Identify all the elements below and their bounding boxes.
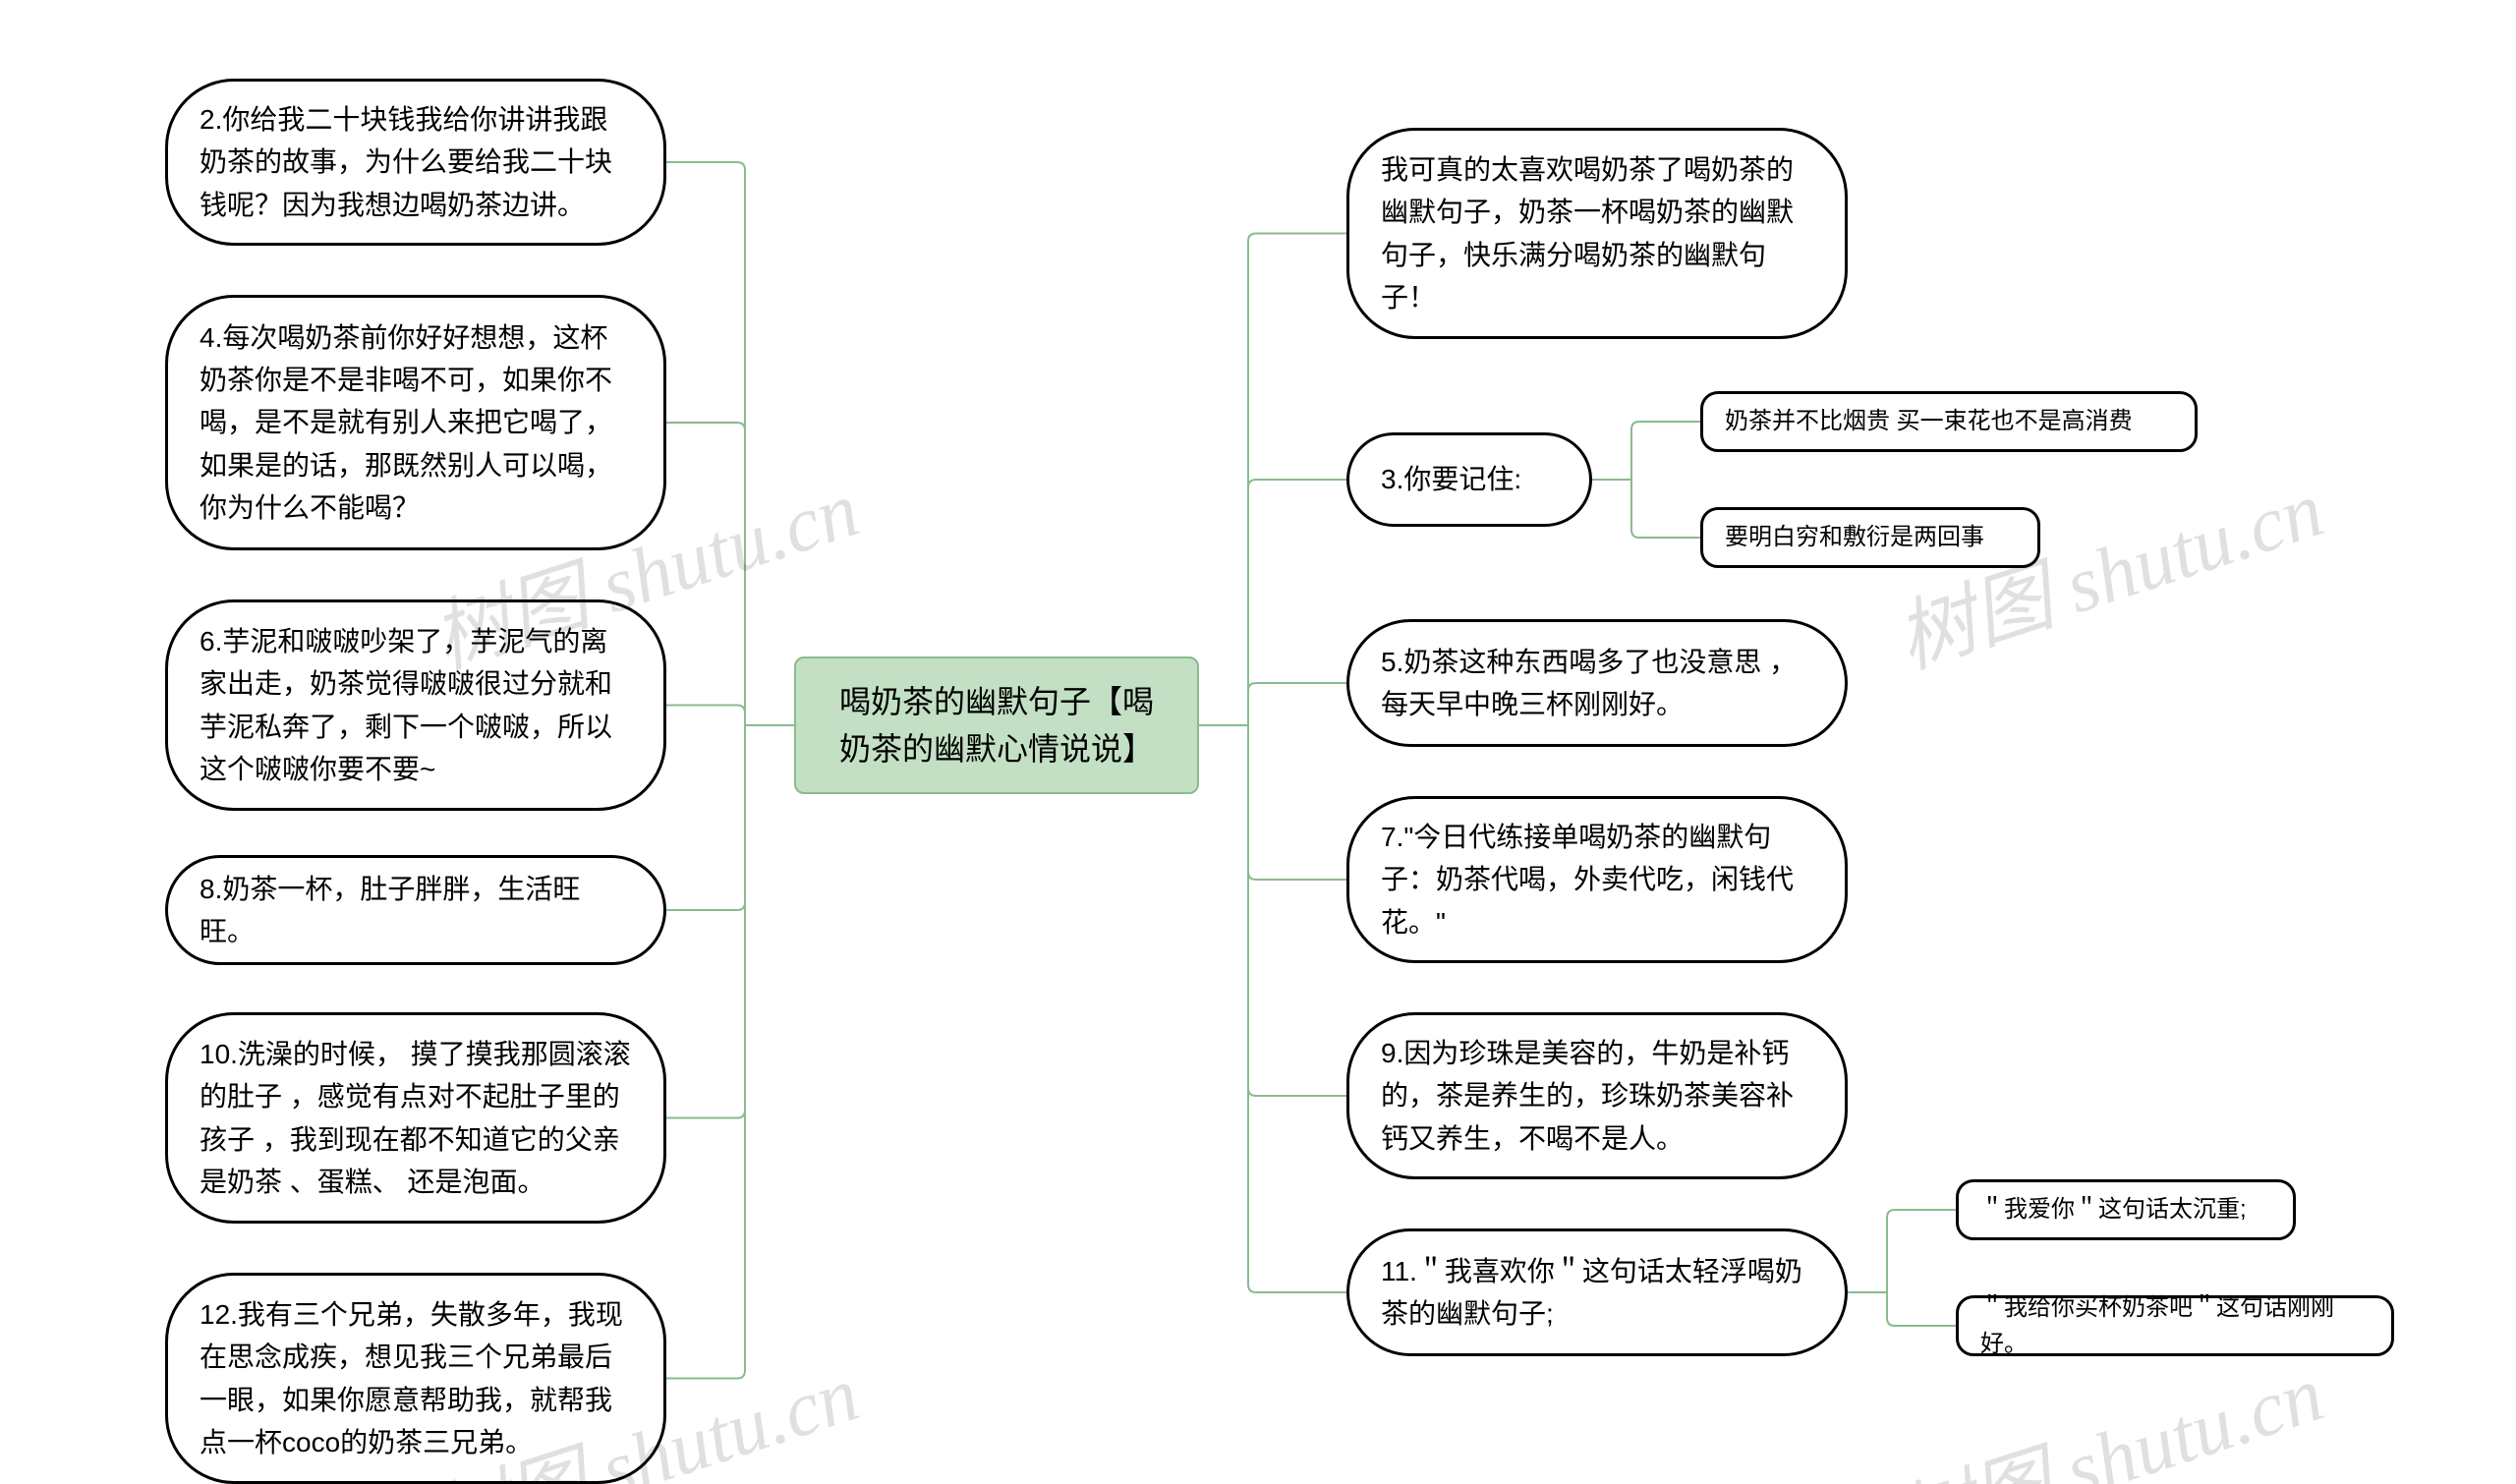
mindmap-node: 5.奶茶这种东西喝多了也没意思 ，每天早中晚三杯刚刚好。 [1346,619,1848,747]
node-text: 我可真的太喜欢喝奶茶了喝奶茶的幽默句子，奶茶一杯喝奶茶的幽默句子，快乐满分喝奶茶… [1381,148,1813,319]
node-text: 5.奶茶这种东西喝多了也没意思 ，每天早中晚三杯刚刚好。 [1381,641,1813,726]
mindmap-node: ＂我爱你＂这句话太沉重; [1956,1179,2296,1240]
mindmap-node: 6.芋泥和啵啵吵架了，芋泥气的离家出走，奶茶觉得啵啵很过分就和芋泥私奔了，剩下一… [165,599,666,811]
node-text: 6.芋泥和啵啵吵架了，芋泥气的离家出走，奶茶觉得啵啵很过分就和芋泥私奔了，剩下一… [200,620,632,791]
node-text: 4.每次喝奶茶前你好好想想，这杯奶茶你是不是非喝不可，如果你不喝，是不是就有别人… [200,316,632,530]
node-text: 2.你给我二十块钱我给你讲讲我跟奶茶的故事，为什么要给我二十块钱呢？因为我想边喝… [200,98,632,226]
watermark: 树图 shutu.cn [1880,445,2335,690]
node-text: 12.我有三个兄弟，失散多年，我现在思念成疾，想见我三个兄弟最后一眼，如果你愿意… [200,1293,632,1464]
node-text: 10.洗澡的时候， 摸了摸我那圆滚滚的肚子 ，感觉有点对不起肚子里的孩子 ，我到… [200,1033,632,1204]
mindmap-node: 2.你给我二十块钱我给你讲讲我跟奶茶的故事，为什么要给我二十块钱呢？因为我想边喝… [165,79,666,246]
mindmap-node: 11.＂我喜欢你＂这句话太轻浮喝奶茶的幽默句子; [1346,1228,1848,1356]
node-text: 喝奶茶的幽默句子【喝奶茶的幽默心情说说】 [828,678,1166,772]
center-node: 喝奶茶的幽默句子【喝奶茶的幽默心情说说】 [794,656,1199,794]
node-text: 8.奶茶一杯，肚子胖胖，生活旺旺。 [200,868,632,953]
mindmap-node: 我可真的太喜欢喝奶茶了喝奶茶的幽默句子，奶茶一杯喝奶茶的幽默句子，快乐满分喝奶茶… [1346,128,1848,339]
node-text: ＂我爱你＂这句话太沉重; [1980,1191,2247,1227]
node-text: ＂我给你买杯奶茶吧＂这句话刚刚好。 [1980,1289,2370,1362]
mindmap-node: 12.我有三个兄弟，失散多年，我现在思念成疾，想见我三个兄弟最后一眼，如果你愿意… [165,1273,666,1484]
node-text: 3.你要记住: [1381,458,1521,500]
mindmap-node: 奶茶并不比烟贵 买一束花也不是高消费 [1700,391,2198,452]
mindmap-node: 9.因为珍珠是美容的，牛奶是补钙的，茶是养生的，珍珠奶茶美容补钙又养生，不喝不是… [1346,1012,1848,1179]
node-text: 11.＂我喜欢你＂这句话太轻浮喝奶茶的幽默句子; [1381,1250,1813,1336]
mindmap-node: 7."今日代练接单喝奶茶的幽默句子：奶茶代喝，外卖代吃，闲钱代花。" [1346,796,1848,963]
node-text: 要明白穷和敷衍是两回事 [1725,519,1984,555]
mindmap-node: 4.每次喝奶茶前你好好想想，这杯奶茶你是不是非喝不可，如果你不喝，是不是就有别人… [165,295,666,550]
mindmap-node: 10.洗澡的时候， 摸了摸我那圆滚滚的肚子 ，感觉有点对不起肚子里的孩子 ，我到… [165,1012,666,1224]
node-text: 奶茶并不比烟贵 买一束花也不是高消费 [1725,403,2133,439]
mindmap-node: 8.奶茶一杯，肚子胖胖，生活旺旺。 [165,855,666,965]
mindmap-node: ＂我给你买杯奶茶吧＂这句话刚刚好。 [1956,1295,2394,1356]
mindmap-node: 3.你要记住: [1346,432,1592,527]
node-text: 7."今日代练接单喝奶茶的幽默句子：奶茶代喝，外卖代吃，闲钱代花。" [1381,816,1813,943]
mindmap-node: 要明白穷和敷衍是两回事 [1700,507,2040,568]
node-text: 9.因为珍珠是美容的，牛奶是补钙的，茶是养生的，珍珠奶茶美容补钙又养生，不喝不是… [1381,1032,1813,1160]
